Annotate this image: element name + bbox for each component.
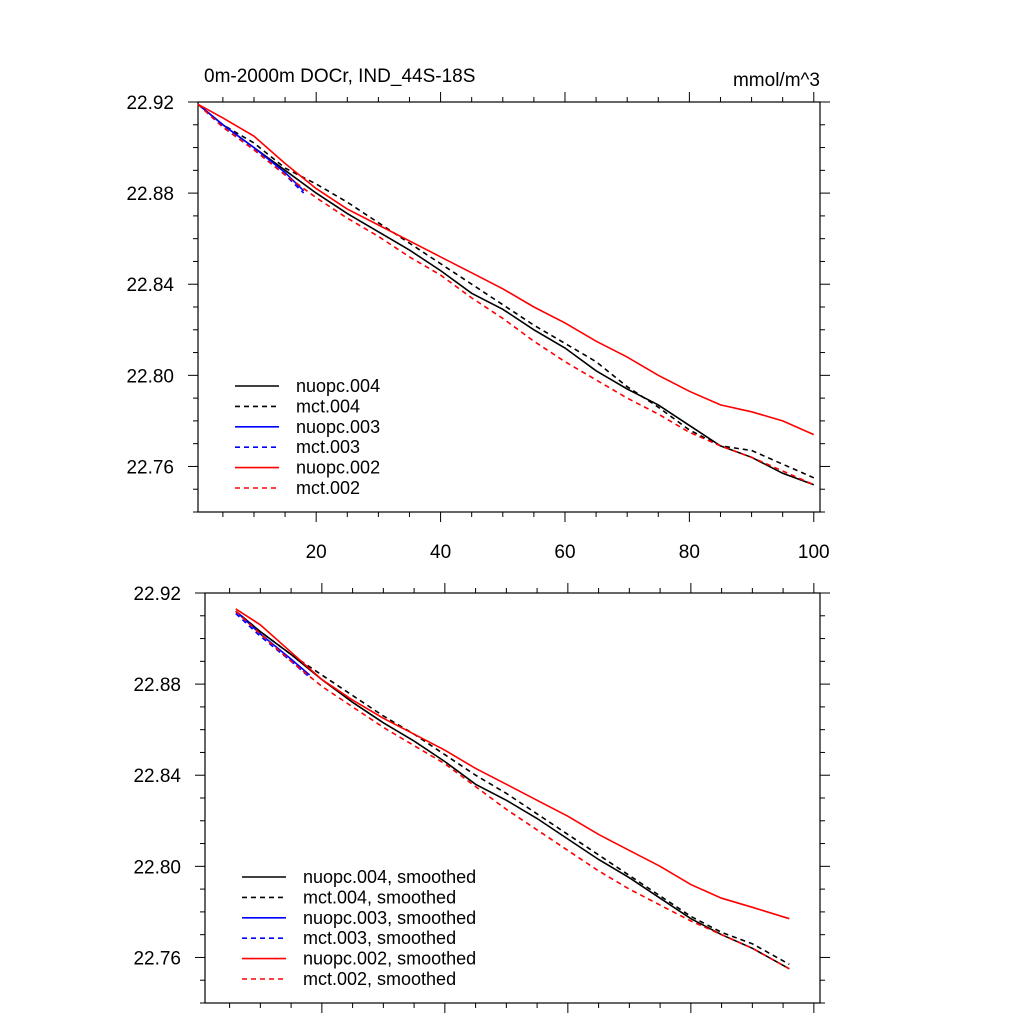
- bottom-panel: 22.92 22.88 22.84 22.80 22.76 nuopc.004, smoo…: [133, 583, 830, 1013]
- y-tick-label: 22.80: [126, 366, 174, 387]
- legend-label: nuopc.003, smoothed: [303, 908, 476, 928]
- y-tick-label: 22.84: [133, 766, 181, 787]
- legend-label: nuopc.004: [296, 376, 380, 396]
- legend-label: mct.002: [296, 478, 360, 498]
- x-tick-label: 60: [554, 542, 575, 563]
- series-line-mct-002: [197, 103, 815, 486]
- top-panel: 0m-2000m DOCr, IND_44S-18S mmol/m^3 22.9…: [126, 66, 830, 563]
- series-line-nuopc-003: [197, 103, 305, 192]
- legend-label: mct.004: [296, 396, 360, 416]
- legend-label: mct.004, smoothed: [303, 887, 456, 907]
- legend-label: nuopc.004, smoothed: [303, 867, 476, 887]
- y-tick-label: 22.88: [133, 675, 181, 696]
- y-tick-label: 22.76: [133, 948, 181, 969]
- series-line-nuopc-004: [197, 103, 815, 486]
- x-tick-label: 20: [306, 542, 327, 563]
- series-line-nuopc-002-smoothed: [235, 608, 790, 920]
- legend-label: mct.003: [296, 437, 360, 457]
- y-tick-label: 22.88: [126, 184, 174, 205]
- series-line-mct-003-smoothed: [235, 612, 311, 678]
- legend-label: nuopc.003: [296, 417, 380, 437]
- y-tick-label: 22.92: [133, 584, 181, 605]
- legend-label: nuopc.002, smoothed: [303, 949, 476, 969]
- chart-title: 0m-2000m DOCr, IND_44S-18S: [204, 66, 475, 87]
- units-label: mmol/m^3: [733, 70, 820, 91]
- x-tick-label: 40: [430, 542, 451, 563]
- x-tick-label: 80: [679, 542, 700, 563]
- series-line-nuopc-002: [197, 103, 815, 436]
- series-line-mct-004-smoothed: [235, 610, 790, 965]
- y-tick-label: 22.80: [133, 857, 181, 878]
- plot-frame: [197, 101, 821, 513]
- x-tick-label: 100: [798, 542, 830, 563]
- y-tick-label: 22.76: [126, 457, 174, 478]
- legend-label: mct.002, smoothed: [303, 969, 456, 989]
- legend-label: mct.003, smoothed: [303, 928, 456, 948]
- series-line-nuopc-003-smoothed: [235, 610, 311, 676]
- series-line-mct-002-smoothed: [235, 610, 790, 970]
- legend-label: nuopc.002: [296, 458, 380, 478]
- y-tick-label: 22.84: [126, 275, 174, 296]
- y-tick-label: 22.92: [126, 93, 174, 114]
